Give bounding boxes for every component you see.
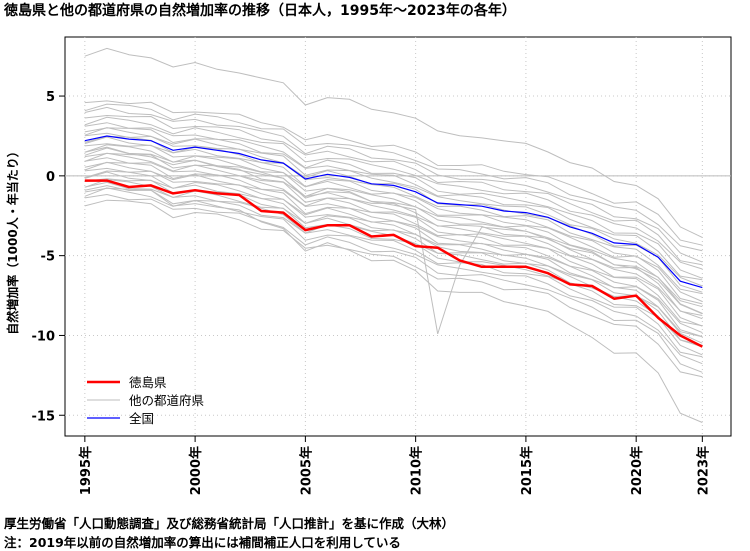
prefecture-line-15 — [84, 152, 703, 316]
y-tick-label-1: 0 — [46, 170, 55, 185]
prefecture-line-8 — [84, 127, 703, 287]
prefecture-line-1 — [84, 100, 703, 246]
prefecture-line-13 — [84, 144, 703, 308]
main-series — [84, 135, 703, 348]
legend-label-2: 全国 — [129, 411, 154, 426]
prefecture-line-2 — [84, 103, 703, 252]
legend-label-0: 徳島県 — [129, 375, 167, 390]
y-axis: 5 0 -5 -10 -15 — [32, 90, 65, 424]
x-tick-label-3: 2010年 — [409, 446, 425, 495]
x-tick-label-2: 2005年 — [298, 446, 314, 495]
prefecture-line-16 — [84, 152, 703, 320]
prefecture-line-18 — [84, 161, 703, 327]
x-tick-label-5: 2020年 — [629, 446, 645, 495]
grid — [65, 37, 731, 436]
prefecture-line-17 — [84, 157, 703, 327]
y-tick-label-0: 5 — [46, 90, 55, 105]
y-axis-label: 自然増加率（1000人・年当たり） — [5, 145, 20, 334]
footnote: 注：2019年以前の自然増加率の算出には補間補正人口を利用している — [4, 535, 401, 550]
prefecture-line-0 — [84, 47, 703, 238]
y-tick-label-3: -10 — [32, 329, 56, 344]
prefecture-line-26 — [84, 187, 703, 358]
other-prefecture-series — [84, 47, 703, 423]
prefecture-line-4 — [84, 114, 703, 266]
prefecture-line-31 — [84, 185, 703, 423]
legend-label-1: 他の都道府県 — [129, 393, 204, 408]
prefecture-line-21 — [84, 170, 703, 338]
prefecture-line-25 — [84, 181, 703, 356]
prefecture-line-20 — [84, 167, 703, 338]
national-line — [84, 135, 703, 289]
prefecture-line-7 — [84, 127, 703, 281]
prefecture-line-14 — [84, 146, 703, 314]
x-tick-label-0: 1995年 — [78, 446, 94, 495]
prefecture-line-10 — [84, 135, 703, 295]
prefecture-line-28 — [84, 193, 703, 373]
y-tick-label-4: -15 — [32, 409, 56, 424]
source-note: 厚生労働省「人口動態調査」及び総務省統計局「人口推計」を基に作成（大林） — [4, 516, 455, 531]
x-tick-label-4: 2015年 — [519, 446, 535, 495]
prefecture-line-12 — [84, 143, 703, 305]
x-axis: 1995年 2000年 2005年 2010年 2015年 2020年 2023年 — [78, 436, 711, 495]
prefecture-line-3 — [84, 106, 703, 263]
prefecture-line-30 — [84, 147, 703, 335]
prefecture-line-27 — [84, 187, 703, 365]
y-tick-label-2: -5 — [41, 250, 55, 265]
prefecture-line-9 — [84, 132, 703, 293]
prefecture-line-5 — [84, 116, 703, 270]
tokushima-line — [84, 179, 703, 348]
prefecture-line-6 — [84, 122, 703, 279]
x-tick-label-6: 2023年 — [695, 446, 711, 495]
chart-title: 徳島県と他の都道府県の自然増加率の推移（日本人，1995年〜2023年の各年） — [3, 2, 516, 19]
x-tick-label-1: 2000年 — [188, 446, 204, 495]
prefecture-line-29 — [84, 199, 703, 378]
